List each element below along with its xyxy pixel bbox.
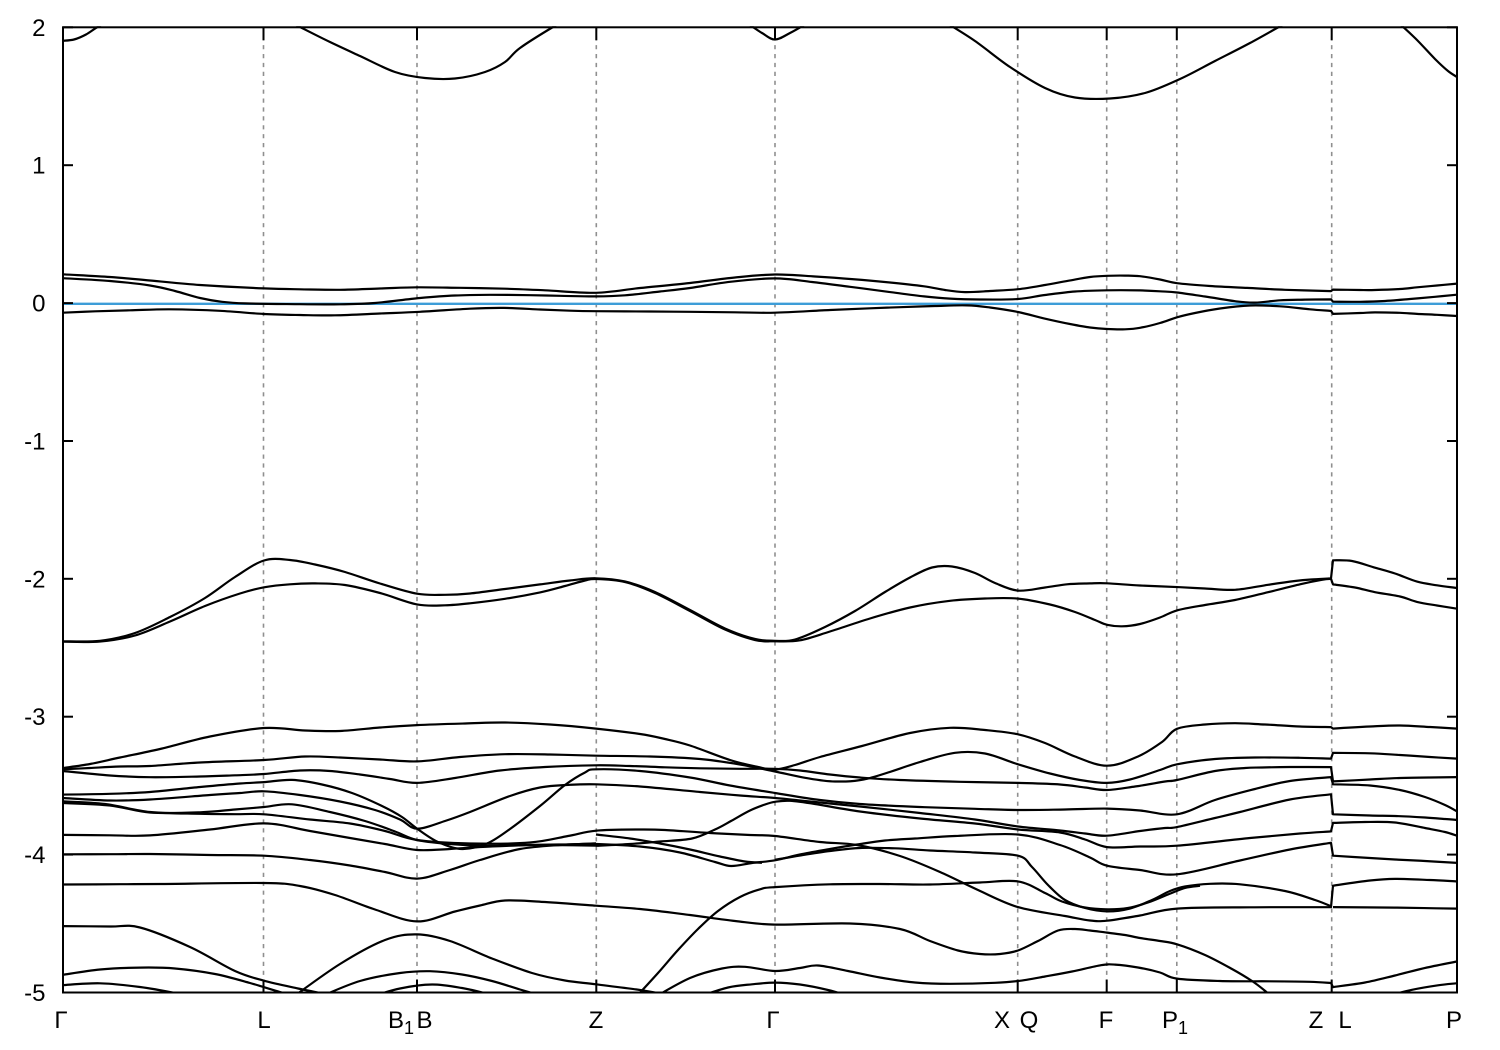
svg-text:Q: Q: [1020, 1007, 1039, 1034]
svg-text:-2: -2: [24, 566, 45, 593]
svg-text:L: L: [1338, 1007, 1351, 1034]
svg-text:2: 2: [32, 15, 45, 42]
svg-text:Γ: Γ: [766, 1007, 779, 1034]
svg-text:Z: Z: [1309, 1007, 1324, 1034]
svg-text:-3: -3: [24, 704, 45, 731]
svg-text:X: X: [994, 1007, 1010, 1034]
svg-text:F: F: [1099, 1007, 1114, 1034]
svg-text:P1: P1: [1162, 1007, 1188, 1038]
svg-text:0: 0: [32, 291, 45, 318]
svg-text:1: 1: [32, 153, 45, 180]
svg-text:L: L: [257, 1007, 270, 1034]
svg-text:Z: Z: [589, 1007, 604, 1034]
svg-text:-4: -4: [24, 842, 45, 869]
svg-text:P: P: [1446, 1007, 1462, 1034]
svg-text:Γ: Γ: [54, 1007, 67, 1034]
svg-text:-5: -5: [24, 980, 45, 1007]
svg-text:-1: -1: [24, 429, 45, 456]
svg-text:B: B: [416, 1007, 432, 1034]
svg-text:B1: B1: [388, 1007, 414, 1038]
